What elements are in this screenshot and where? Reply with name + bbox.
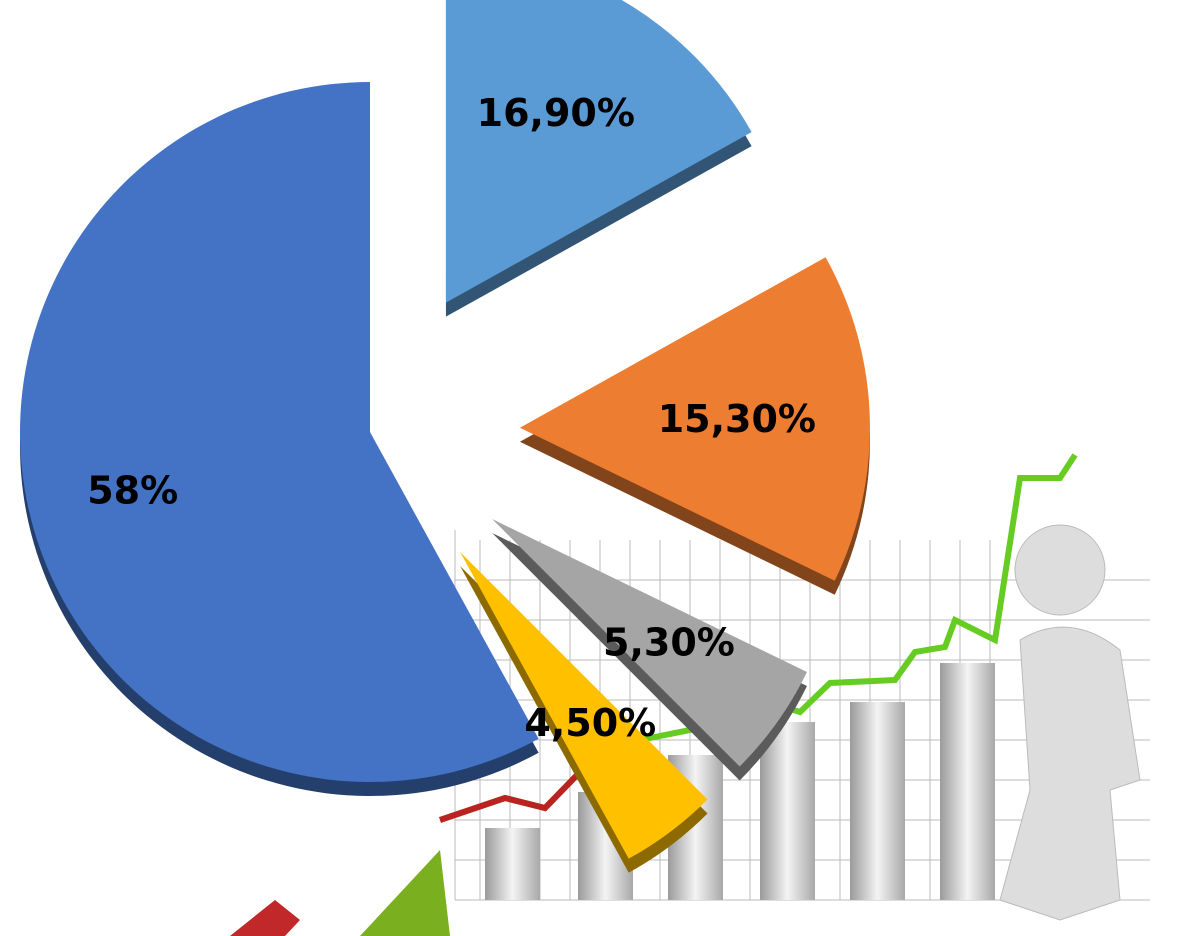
- data-label: 16,90%: [477, 91, 635, 135]
- pie-slice-group: 16,90%: [446, 0, 752, 317]
- data-label: 5,30%: [603, 620, 735, 664]
- data-label: 58%: [87, 468, 178, 512]
- data-label: 15,30%: [658, 397, 816, 441]
- pie: 58% 16,90% 15,30% 5,30% 4,50%: [20, 0, 870, 873]
- page: 58% 16,90% 15,30% 5,30% 4,50%: [0, 0, 1194, 936]
- data-label: 4,50%: [524, 701, 656, 745]
- pie-slice: [446, 0, 752, 303]
- pie-slice-group: 15,30%: [520, 257, 870, 595]
